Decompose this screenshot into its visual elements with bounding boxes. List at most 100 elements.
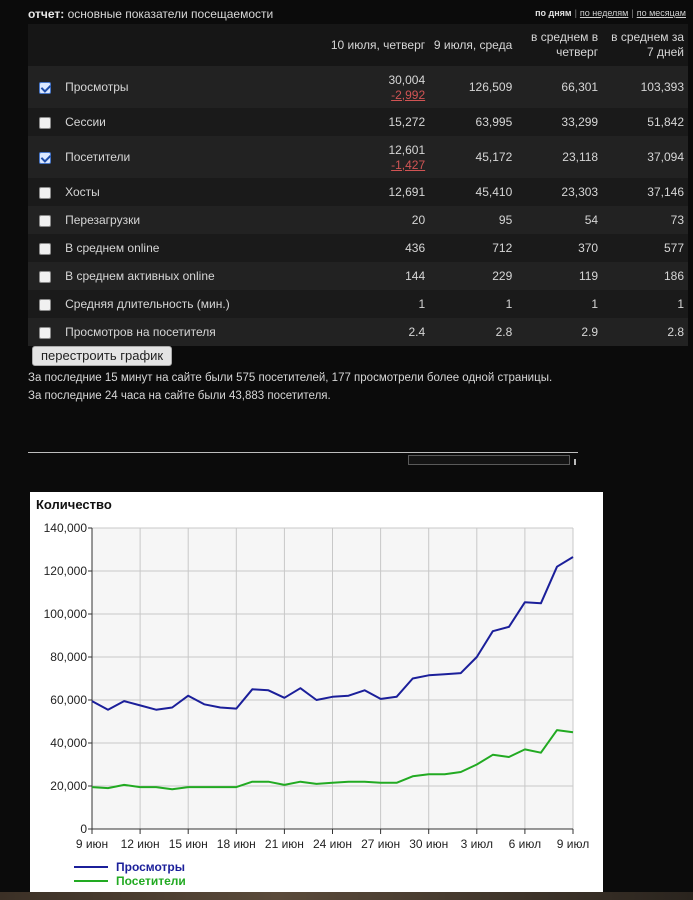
- metric-value: 23,303: [516, 178, 603, 206]
- metric-value-text: 30,004: [388, 72, 426, 87]
- period-months[interactable]: по месяцам: [636, 8, 686, 18]
- column-header: 9 июля, среда: [429, 24, 517, 66]
- metric-label: Посетители: [61, 136, 290, 178]
- table-row: Средняя длительность (мин.) 1 1 1 1: [28, 290, 688, 318]
- table-row: В среднем активных online 144 229 119 186: [28, 262, 688, 290]
- metric-value: 12,601 -1,427: [289, 136, 430, 178]
- table-row: Посетители 12,601 -1,427 45,172 23,118 37,094: [28, 136, 688, 178]
- scroll-handle-icon[interactable]: [574, 459, 576, 465]
- rebuild-chart-button[interactable]: перестроить график: [32, 346, 173, 366]
- checkbox-cell: [28, 234, 62, 262]
- x-tick-label: 3 июл: [461, 837, 493, 851]
- metric-value: 712: [429, 234, 517, 262]
- checkbox-cell: [28, 290, 62, 318]
- y-tick-label: 100,000: [44, 607, 88, 621]
- metric-checkbox[interactable]: [38, 81, 51, 94]
- metric-value: 2.8: [429, 318, 517, 346]
- metric-checkbox[interactable]: [38, 298, 51, 311]
- info-line-15min: За последние 15 минут на сайте были 575 …: [28, 372, 553, 384]
- metric-value: 15,272: [289, 108, 430, 136]
- legend-label: Посетители: [116, 874, 186, 888]
- metric-value: 37,094: [602, 136, 688, 178]
- metric-label: Сессии: [61, 108, 290, 136]
- metric-label: Хосты: [61, 178, 290, 206]
- x-tick-label: 9 июл: [557, 837, 589, 851]
- legend-label: Просмотры: [116, 860, 185, 874]
- x-tick-label: 27 июн: [361, 837, 400, 851]
- metric-value: 1: [429, 290, 517, 318]
- y-tick-label: 140,000: [44, 521, 88, 535]
- metric-value: 2.4: [289, 318, 430, 346]
- metric-label: Просмотров на посетителя: [61, 318, 290, 346]
- metric-checkbox[interactable]: [38, 186, 51, 199]
- metric-value: 2.9: [516, 318, 603, 346]
- metric-checkbox[interactable]: [38, 214, 51, 227]
- period-switcher: по дням | по неделям | по месяцам: [535, 8, 686, 18]
- y-tick-label: 0: [80, 822, 87, 836]
- chart-title: Количество: [36, 497, 112, 512]
- metric-value: 37,146: [602, 178, 688, 206]
- column-header: в среднем за 7 дней: [602, 24, 688, 66]
- period-days[interactable]: по дням: [535, 8, 572, 18]
- report-title: отчет: основные показатели посещаемости: [28, 7, 274, 21]
- checkbox-cell: [28, 262, 62, 290]
- series-line-visitors: [91, 729, 574, 791]
- metric-value: 33,299: [516, 108, 603, 136]
- metric-value: 95: [429, 206, 517, 234]
- metric-checkbox[interactable]: [38, 270, 51, 283]
- metric-value: 51,842: [602, 108, 688, 136]
- bottom-strip: [0, 892, 693, 900]
- checkbox-cell: [28, 66, 62, 108]
- metric-value: 63,995: [429, 108, 517, 136]
- metric-value: 119: [516, 262, 603, 290]
- series-line-views: [91, 556, 574, 711]
- y-tick-label: 40,000: [50, 736, 87, 750]
- table-row: Перезагрузки 20 95 54 73: [28, 206, 688, 234]
- metric-value-text: 12,601: [388, 142, 426, 157]
- x-tick-label: 6 июл: [509, 837, 541, 851]
- metric-value: 2.8: [602, 318, 688, 346]
- table-row: В среднем online 436 712 370 577: [28, 234, 688, 262]
- x-tick-label: 30 июн: [409, 837, 448, 851]
- chart-panel: 0 20,000 40,000 60,000 80,000 100,000 120,000 1…: [30, 492, 603, 892]
- checkbox-cell: [28, 318, 62, 346]
- checkbox-cell: [28, 178, 62, 206]
- info-line-24h: За последние 24 часа на сайте были 43,88…: [28, 390, 331, 402]
- metric-value: 73: [602, 206, 688, 234]
- metric-value: 12,691: [289, 178, 430, 206]
- column-header: в среднем в четверг: [516, 24, 603, 66]
- metric-label: Просмотры: [61, 66, 290, 108]
- stats-table: 10 июля, четверг 9 июля, среда в среднем…: [28, 24, 688, 346]
- header-label-cell: [61, 24, 290, 66]
- table-row: Просмотров на посетителя 2.4 2.8 2.9 2.8: [28, 318, 688, 346]
- metric-value: 1: [289, 290, 430, 318]
- visits-line-chart: 0 20,000 40,000 60,000 80,000 100,000 120,000 1…: [36, 497, 589, 888]
- table-header-row: 10 июля, четверг 9 июля, среда в среднем…: [28, 24, 688, 66]
- metric-checkbox[interactable]: [38, 242, 51, 255]
- metric-value: 23,118: [516, 136, 603, 178]
- y-tick-label: 60,000: [50, 693, 87, 707]
- metric-label: В среднем online: [61, 234, 290, 262]
- table-row: Хосты 12,691 45,410 23,303 37,146: [28, 178, 688, 206]
- period-weeks[interactable]: по неделям: [579, 8, 629, 18]
- chart-range-scrollbar[interactable]: [408, 455, 570, 465]
- metric-value: 103,393: [602, 66, 688, 108]
- metric-value: 20: [289, 206, 430, 234]
- metric-checkbox[interactable]: [38, 326, 51, 339]
- metric-value: 1: [516, 290, 603, 318]
- metric-value: 54: [516, 206, 603, 234]
- divider: [28, 452, 578, 453]
- column-header: 10 июля, четверг: [289, 24, 430, 66]
- metric-value: 229: [429, 262, 517, 290]
- delta-link[interactable]: -2,992: [391, 87, 426, 102]
- metric-value: 436: [289, 234, 430, 262]
- header-checkbox-cell: [28, 24, 62, 66]
- y-tick-label: 120,000: [44, 564, 88, 578]
- x-tick-label: 24 июн: [313, 837, 352, 851]
- delta-link[interactable]: -1,427: [391, 157, 426, 172]
- metric-label: Перезагрузки: [61, 206, 290, 234]
- metric-checkbox[interactable]: [38, 151, 51, 164]
- metric-value: 144: [289, 262, 430, 290]
- metric-value: 186: [602, 262, 688, 290]
- metric-checkbox[interactable]: [38, 116, 51, 129]
